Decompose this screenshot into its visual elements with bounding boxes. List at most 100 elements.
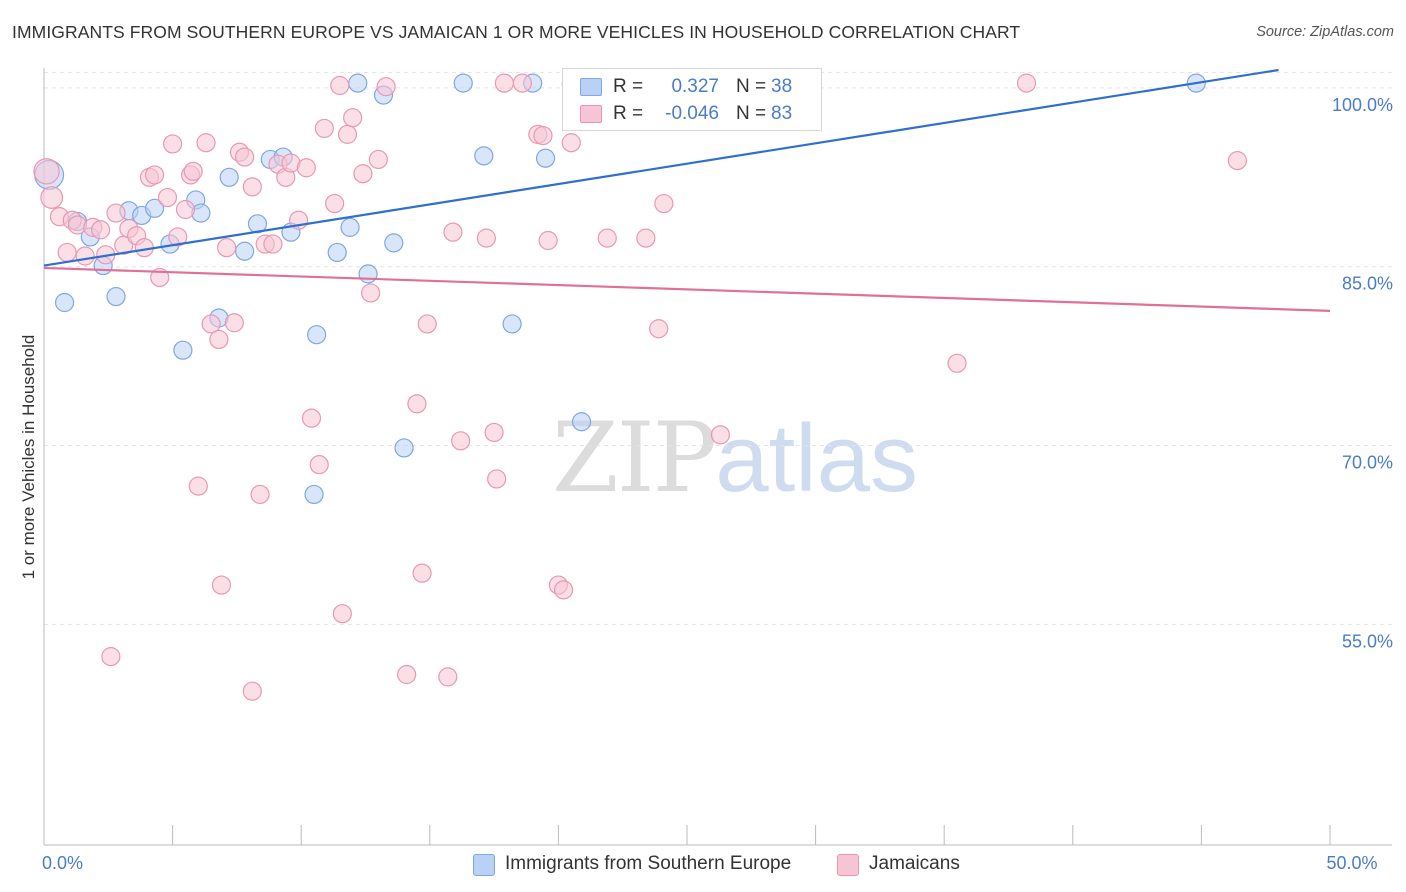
point-jamaicans [397, 664, 417, 685]
watermark: ZIPatlas [552, 402, 918, 514]
legend-swatch-blue [580, 78, 602, 96]
legend-row-jamaicans: R = -0.046 N = 83 [563, 100, 821, 128]
legend-swatch-pink [580, 105, 602, 123]
y-tick-label: 70.0% [1342, 453, 1393, 473]
point-southern-europe [571, 412, 592, 432]
point-jamaicans [553, 580, 574, 600]
point-jamaicans [353, 164, 373, 184]
y-tick-label: 85.0% [1342, 274, 1393, 294]
point-jamaicans [57, 242, 77, 263]
point-southern-europe [327, 242, 347, 263]
point-jamaicans [337, 124, 358, 144]
x-tick-label: 0.0% [42, 853, 83, 873]
label-layer: 55.0% 70.0% 85.0% 100.0% 0.0% 50.0% 1 or more … [19, 95, 1393, 873]
legend-n-label: N = [736, 103, 767, 124]
point-jamaicans [412, 563, 432, 583]
point-jamaicans [512, 73, 532, 93]
trendline-jamaicans [43, 266, 1331, 312]
point-southern-europe [358, 264, 378, 284]
point-jamaicans [157, 187, 178, 208]
point-southern-europe [340, 217, 360, 237]
point-southern-europe [219, 167, 239, 187]
point-jamaicans [597, 228, 617, 248]
point-jamaicans [250, 484, 270, 505]
x-tick-label: 50.0% [1326, 853, 1377, 873]
point-jamaicans [40, 186, 64, 209]
point-jamaicans [343, 108, 363, 128]
point-southern-europe [502, 314, 522, 334]
correlation-legend: R = 0.327 N = 38 R = -0.046 N = 83 [562, 68, 822, 131]
point-jamaicans [188, 476, 208, 496]
point-jamaicans [90, 220, 111, 240]
point-jamaicans [242, 681, 262, 701]
point-jamaicans [1016, 73, 1037, 93]
point-jamaicans [451, 431, 471, 451]
point-southern-europe [173, 340, 193, 360]
point-jamaicans [636, 228, 656, 248]
point-jamaicans [476, 228, 496, 248]
point-jamaicans [309, 455, 329, 475]
point-southern-europe [304, 484, 324, 505]
point-southern-europe [384, 233, 404, 253]
point-southern-europe [453, 73, 473, 93]
legend-r-value: -0.046 [665, 103, 719, 124]
series-legend: Immigrants from Southern Europe Jamaican… [0, 851, 1406, 879]
point-jamaicans [654, 193, 674, 214]
point-jamaicans [224, 313, 244, 333]
point-southern-europe [54, 292, 75, 313]
point-jamaicans [75, 246, 95, 266]
point-jamaicans [487, 469, 507, 489]
legend-r-label: R = [613, 76, 644, 97]
legend-r-value: 0.327 [671, 76, 719, 97]
legend-n-label: N = [736, 76, 767, 97]
point-southern-europe [106, 286, 126, 307]
point-jamaicans [376, 77, 396, 97]
point-jamaicans [330, 75, 350, 96]
point-southern-europe [535, 148, 556, 168]
legend-n-value: 83 [771, 103, 793, 124]
legend-n-value: 38 [771, 76, 793, 97]
point-jamaicans [242, 177, 262, 197]
point-jamaicans [301, 408, 322, 428]
point-southern-europe [474, 146, 494, 166]
point-jamaicans [538, 230, 558, 251]
point-jamaicans [217, 238, 237, 258]
point-jamaicans [332, 604, 352, 624]
point-jamaicans [417, 314, 437, 334]
point-jamaicans [561, 133, 581, 153]
point-jamaicans [235, 147, 255, 167]
point-jamaicans [211, 575, 232, 595]
legend-label: Immigrants from Southern Europe [505, 853, 792, 874]
point-jamaicans [325, 193, 345, 214]
point-jamaicans [263, 234, 283, 254]
point-jamaicans [106, 203, 126, 223]
point-jamaicans [201, 314, 221, 334]
point-jamaicans [710, 425, 731, 445]
point-jamaicans [407, 394, 427, 414]
y-axis-label: 1 or more Vehicles in Household [19, 335, 38, 580]
legend-r-label: R = [613, 103, 644, 124]
watermark-atlas: atlas [715, 405, 918, 512]
y-tick-label: 55.0% [1342, 631, 1393, 651]
legend-label: Jamaicans [869, 853, 960, 874]
point-jamaicans [163, 134, 183, 154]
point-jamaicans [209, 329, 229, 350]
point-southern-europe [235, 241, 255, 261]
source-credit: Source: ZipAtlas.com [1256, 24, 1394, 40]
point-southern-europe [307, 325, 327, 345]
point-jamaicans [314, 118, 334, 139]
legend-swatch-pink [837, 854, 859, 876]
chart-title: IMMIGRANTS FROM SOUTHERN EUROPE VS JAMAI… [12, 22, 1021, 42]
point-jamaicans [1227, 151, 1248, 171]
point-jamaicans [144, 165, 165, 185]
trendline-southern-europe [43, 68, 1279, 267]
point-jamaicans [361, 283, 381, 303]
point-jamaicans [494, 73, 514, 93]
y-tick-label: 100.0% [1332, 95, 1393, 115]
point-jamaicans [175, 199, 196, 220]
point-jamaicans [443, 222, 463, 242]
legend-swatch-blue [473, 854, 495, 876]
point-jamaicans [438, 667, 458, 687]
trend-layer [43, 68, 1331, 312]
